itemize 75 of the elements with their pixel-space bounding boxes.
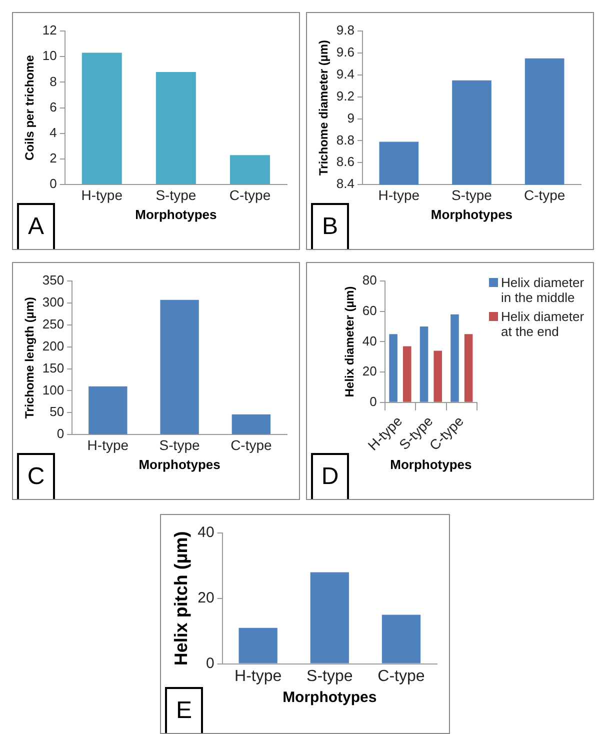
y-tick-label: 20	[198, 590, 214, 607]
y-axis-title: Trichome length (µm)	[22, 297, 37, 419]
x-axis-title: Morphotypes	[390, 456, 472, 472]
x-tick-label: C-type	[229, 186, 271, 203]
bar	[156, 72, 196, 184]
x-tick-label: C-type	[378, 668, 425, 685]
bar	[310, 572, 349, 664]
x-tick-label: S-type	[156, 186, 196, 203]
x-tick-label: H-type	[378, 186, 420, 203]
bar	[232, 414, 271, 434]
bar	[382, 614, 421, 664]
y-tick-label: 20	[362, 364, 377, 379]
bar	[434, 350, 442, 402]
y-tick-label: 8.4	[336, 176, 354, 192]
y-tick-label: 8.8	[336, 132, 354, 148]
y-tick-label: 9.8	[336, 22, 354, 38]
y-tick-label: 8.6	[336, 154, 354, 170]
y-tick-label: 8	[50, 74, 57, 89]
y-tick-label: 4	[50, 124, 57, 140]
y-tick-label: 9.4	[336, 66, 354, 82]
bar	[238, 628, 278, 664]
bar	[464, 334, 473, 402]
bar	[82, 52, 122, 184]
legend-label: Helix diameter in the middle	[501, 275, 586, 305]
text: E	[165, 687, 203, 733]
x-tick-label: H-type	[234, 668, 282, 685]
y-tick-label: 60	[362, 302, 377, 318]
text: D	[311, 453, 349, 499]
bar	[389, 334, 398, 402]
bar	[230, 155, 270, 184]
y-tick-label: 250	[42, 316, 64, 332]
y-tick-label: 80	[362, 272, 377, 288]
x-tick-label: S-type	[306, 668, 353, 685]
y-tick-label: 0	[206, 654, 214, 672]
x-axis-title: Morphotypes	[135, 206, 217, 222]
y-tick-label: 9.6	[336, 44, 354, 60]
bar	[88, 386, 128, 434]
y-tick-label: 200	[42, 338, 64, 354]
x-tick-label: S-type	[452, 186, 492, 203]
legend-label: Helix diameter at the end	[501, 309, 586, 339]
y-tick-label: 40	[362, 333, 377, 348]
x-tick-label: H-type	[81, 186, 123, 203]
y-tick-label: 9	[347, 110, 354, 126]
y-tick-label: 2	[50, 150, 57, 166]
bar	[160, 300, 199, 434]
x-tick-label: C-type	[230, 436, 272, 453]
y-tick-label: 50	[50, 404, 64, 420]
y-axis-title: Trichome diameter (µm)	[316, 40, 331, 176]
y-tick-label: 9.2	[336, 88, 354, 104]
y-tick-label: 300	[42, 294, 64, 310]
y-axis-title: Helix diameter (µm)	[342, 286, 357, 398]
x-tick-label: H-type	[87, 436, 129, 453]
y-tick-label: 10	[42, 48, 57, 64]
text: C	[17, 453, 55, 499]
x-axis-title: Morphotypes	[430, 206, 513, 222]
y-tick-label: 0	[370, 394, 377, 409]
x-axis-title: Morphotypes	[138, 456, 220, 472]
x-tick-label: S-type	[159, 436, 200, 453]
x-tick-label: C-type	[524, 186, 566, 203]
y-tick-label: 0	[50, 176, 57, 192]
x-axis-title: Morphotypes	[282, 689, 377, 706]
y-tick-label: 100	[42, 382, 64, 398]
y-tick-label: 0	[56, 426, 64, 442]
y-tick-label: 150	[42, 360, 64, 376]
bar	[402, 346, 412, 402]
text: B	[311, 203, 349, 249]
y-axis-title: Coils per trichome	[22, 54, 37, 160]
y-axis-title: Helix pitch (µm)	[170, 531, 191, 666]
y-tick-label: 350	[42, 272, 64, 288]
y-tick-label: 12	[42, 22, 57, 38]
bar	[420, 326, 428, 402]
y-tick-label: 40	[198, 524, 214, 542]
bar	[450, 314, 459, 402]
y-tick-label: 6	[50, 99, 57, 114]
text: A	[17, 203, 55, 249]
